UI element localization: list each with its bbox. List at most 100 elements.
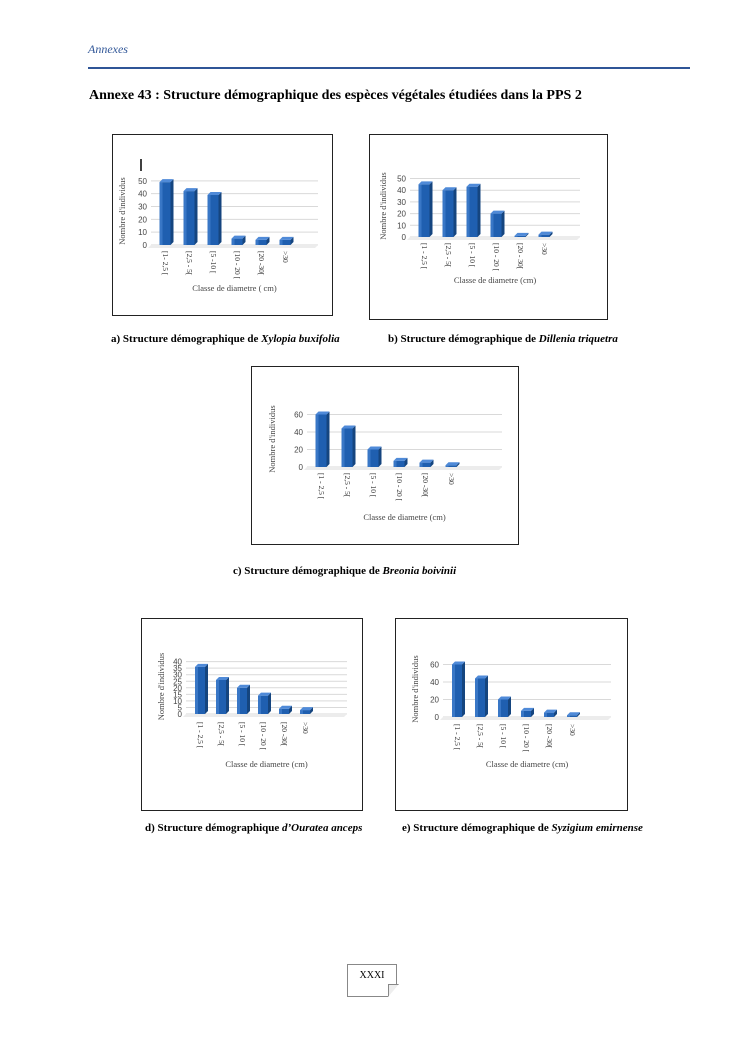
y-tick-label: 10: [138, 228, 147, 237]
bar-front: [231, 238, 243, 245]
y-tick-label: 40: [173, 658, 182, 667]
bar-front: [341, 428, 353, 467]
bar-top: [159, 179, 174, 183]
bar-top: [207, 191, 222, 195]
x-tick-label: [20 -30[: [280, 722, 289, 747]
bar-side: [430, 459, 434, 467]
bar-side: [462, 661, 465, 717]
bar: [442, 187, 457, 237]
chart-c: 0 20 40 60 [1 - 2,5 [[2,5 - 5[[5 - 10 [[10 -…: [267, 405, 502, 522]
bar: [315, 411, 330, 467]
bar-side: [508, 696, 511, 717]
bar-side: [352, 425, 356, 467]
caption-e-text: e) Structure démographique de: [402, 822, 552, 834]
chart-e: 0 20 40 60 [1 - 2,5 [[2,5 - 5[[5 - 10 [[10 -…: [410, 655, 611, 769]
bar: [445, 462, 460, 467]
y-tick-label: 30: [138, 203, 147, 212]
y-tick-label: 40: [397, 186, 406, 195]
bar-top: [341, 425, 356, 429]
bar-top: [544, 709, 557, 713]
x-tick-label: [10 - 20 [: [259, 722, 268, 751]
bar-top: [279, 236, 294, 240]
bar-top: [183, 188, 198, 192]
x-axis-title: Classe de diametre (cm): [225, 759, 308, 769]
y-tick-label: 0: [178, 710, 183, 719]
chart-panel-e: 0 20 40 60 [1 - 2,5 [[2,5 - 5[[5 - 10 [[10 -…: [395, 618, 628, 811]
bar-top: [279, 705, 292, 709]
bar-highlight: [279, 708, 282, 714]
x-tick-label: >30: [540, 243, 549, 255]
bar-side: [477, 183, 481, 237]
bar-front: [442, 190, 454, 237]
caption-c-species: Breonia boivinii: [382, 565, 457, 577]
caption-e: e) Structure démographique de Syzigium e…: [402, 822, 643, 834]
bar-highlight: [490, 213, 494, 237]
bar: [521, 707, 534, 717]
x-tick-label: [10 - 20 [: [233, 251, 242, 280]
bar-side: [501, 210, 505, 237]
running-head: Annexes: [88, 42, 128, 56]
bar-top: [300, 707, 313, 711]
y-tick-label: 30: [173, 671, 182, 680]
caption-d-text: d) Structure démographique: [145, 822, 282, 834]
y-axis-title: Nombre d'individus: [117, 177, 127, 244]
bar-top: [445, 462, 460, 466]
y-tick-label: 15: [173, 690, 182, 699]
bar-highlight: [538, 234, 542, 237]
bar-top: [231, 235, 246, 239]
bar-highlight: [315, 414, 319, 467]
bar-top: [567, 712, 580, 716]
y-tick-label: 40: [430, 678, 439, 687]
x-axis-title: Classe de diametre (cm): [363, 512, 446, 522]
x-tick-label: >30: [568, 724, 577, 736]
bar-side: [525, 232, 529, 237]
bar-highlight: [300, 710, 303, 714]
bar: [258, 692, 271, 714]
x-tick-label: [20 -30[: [421, 473, 430, 498]
bar-side: [170, 179, 174, 245]
y-tick-label: 20: [294, 446, 303, 455]
bar-front: [195, 666, 205, 714]
bar: [393, 457, 408, 467]
x-tick-label: [1 - 2,5 [: [196, 722, 205, 749]
bar-side: [247, 684, 250, 714]
x-axis-title: Classe de diametre (cm): [454, 275, 537, 285]
y-tick-label: 50: [397, 175, 406, 184]
y-axis-title: Nombre d'individus: [410, 655, 420, 722]
caption-a-text: a) Structure démographique de: [111, 333, 262, 345]
bar-side: [266, 236, 270, 245]
bar-highlight: [567, 715, 570, 717]
y-tick-label: 60: [430, 661, 439, 670]
bar-side: [218, 191, 222, 245]
caption-d: d) Structure démographique d’Ouratea anc…: [145, 822, 362, 834]
x-tick-label: [2,5 - 5[: [217, 722, 226, 747]
bar: [207, 191, 222, 245]
bar-highlight: [475, 678, 478, 717]
bar-top: [367, 446, 382, 450]
bar-front: [475, 678, 485, 717]
bar: [514, 232, 529, 237]
caption-c-text: c) Structure démographique de: [233, 565, 383, 577]
bar-top: [498, 696, 511, 700]
bar-top: [419, 459, 434, 463]
y-tick-label: 40: [294, 428, 303, 437]
y-tick-label: 50: [138, 177, 147, 186]
bar: [418, 181, 433, 237]
bar-highlight: [445, 465, 449, 467]
bar-front: [315, 414, 327, 467]
annex-title: Annexe 43 : Structure démographique des …: [89, 88, 582, 103]
y-tick-label: 20: [430, 696, 439, 705]
bar-side: [531, 707, 534, 717]
bar-front: [418, 184, 430, 237]
x-tick-label: [5 - 10 [: [468, 243, 477, 268]
y-tick-label: 0: [143, 241, 148, 250]
bar-front: [514, 235, 526, 237]
bar-highlight: [514, 235, 518, 237]
y-tick-label: 35: [173, 664, 182, 673]
bar-front: [279, 239, 291, 245]
x-tick-label: [5 - 10 [: [369, 473, 378, 498]
chart-floor: [148, 245, 318, 248]
bar-side: [429, 181, 433, 237]
bar-highlight: [159, 182, 163, 245]
